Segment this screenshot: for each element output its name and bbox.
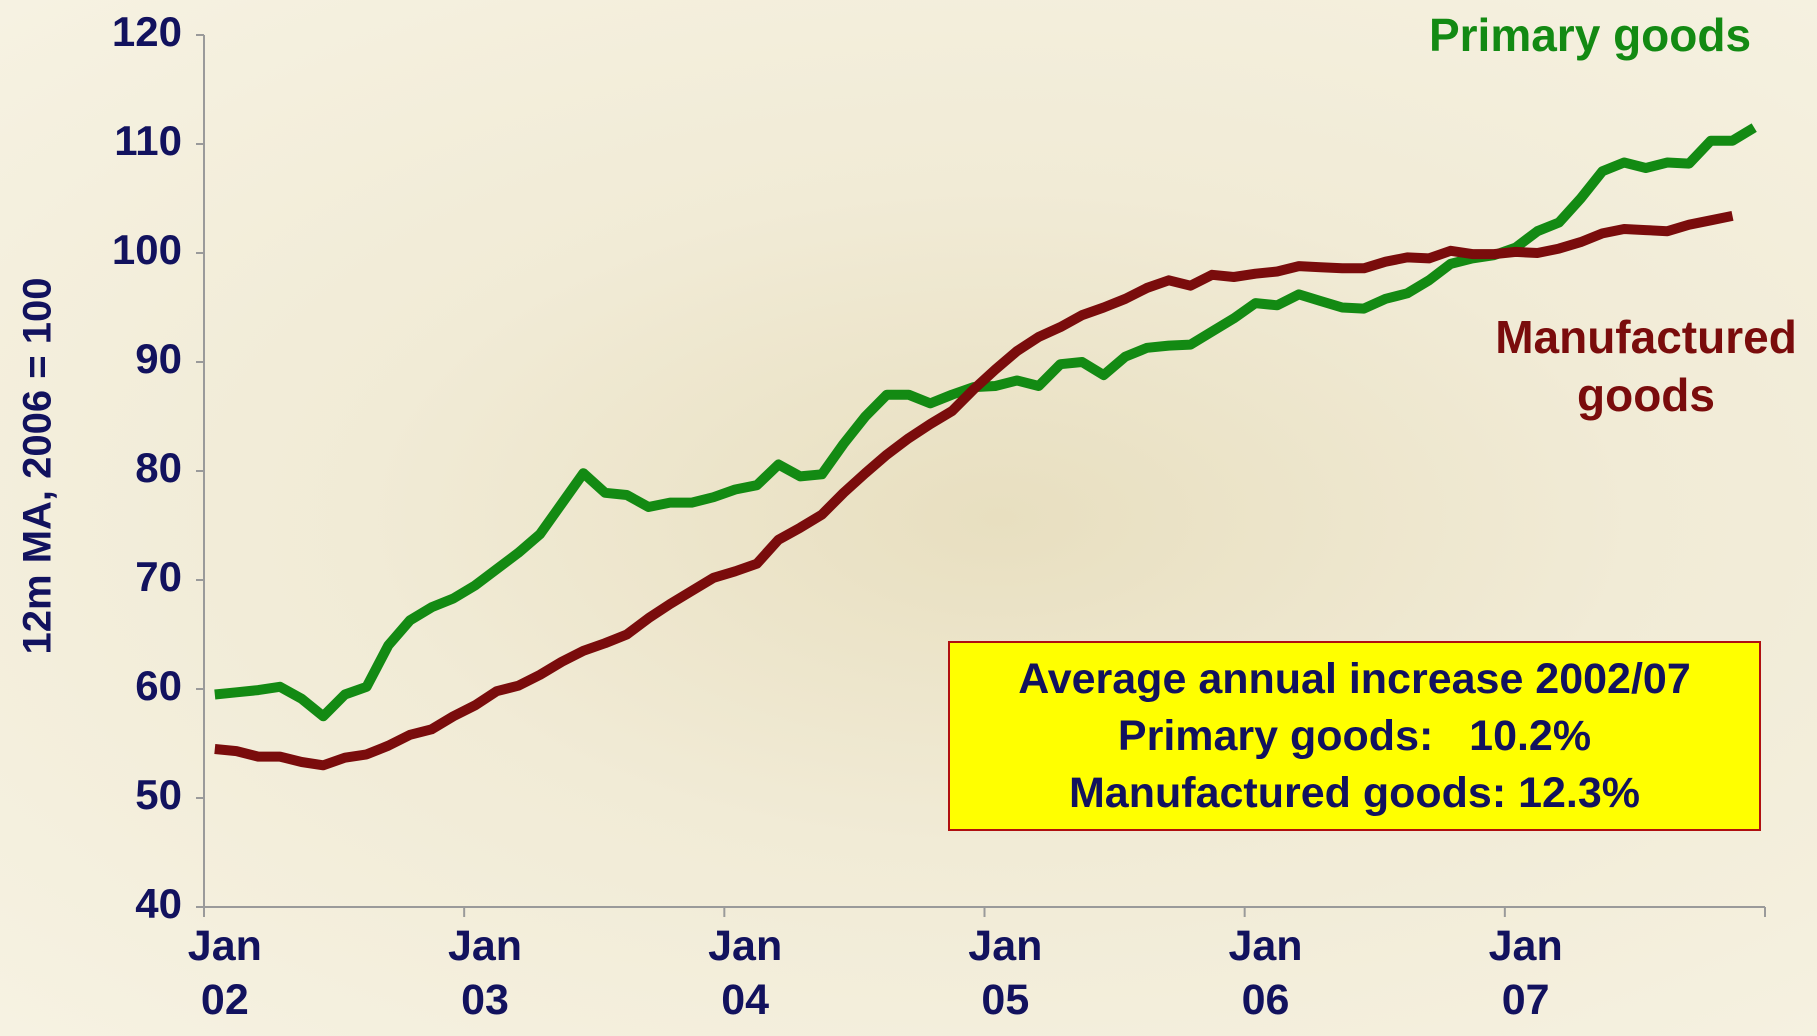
series-label: Primary goods	[1428, 9, 1752, 61]
y-tick-label: 120	[112, 8, 182, 55]
annotation-line: Manufactured goods: 12.3%	[1068, 768, 1641, 817]
annotation-box: Average annual increase 2002/07 Primary g…	[948, 641, 1761, 831]
y-tick-label: 100	[112, 226, 182, 273]
series-line	[214, 210, 1734, 771]
x-tick-label: Jan 03	[448, 922, 522, 1024]
annotation-line: Primary goods: 10.2%	[1117, 711, 1592, 760]
y-axis-title: 12m MA, 2006 = 100	[16, 278, 60, 655]
series-label: Manufactured goods	[1495, 311, 1797, 421]
y-tick-label: 70	[135, 553, 182, 600]
x-tick-label: Jan 06	[1228, 922, 1302, 1024]
x-tick-label: Jan 04	[708, 922, 782, 1024]
y-tick-label: 90	[135, 335, 182, 382]
x-tick-label: Jan 02	[188, 922, 262, 1024]
y-tick-label: 110	[114, 117, 182, 164]
y-tick-label: 60	[135, 662, 182, 709]
y-tick-label: 40	[135, 880, 182, 927]
annotation-line: Average annual increase 2002/07	[1018, 654, 1691, 703]
x-tick-label: Jan 05	[968, 922, 1042, 1024]
x-tick-label: Jan 07	[1489, 922, 1563, 1024]
y-tick-label: 50	[135, 771, 182, 818]
y-tick-label: 80	[135, 444, 182, 491]
